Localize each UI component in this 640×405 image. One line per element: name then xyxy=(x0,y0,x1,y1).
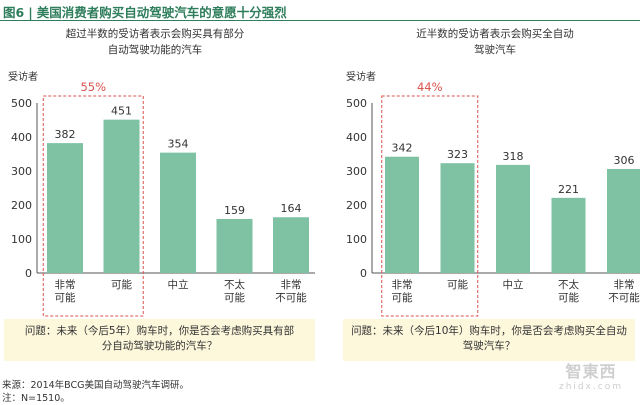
x-tick-label: 中立 xyxy=(168,278,189,291)
y-tick-label: 100 xyxy=(11,233,32,246)
x-tick-label: 可能 xyxy=(447,278,468,291)
y-tick-label: 200 xyxy=(346,199,367,212)
x-tick-label: 可能 xyxy=(55,291,76,304)
question-box-left: 问题：未来（今后5年）购车时，你是否会考虑购买具有部 分自动驾驶功能的汽车？ xyxy=(4,319,315,361)
x-tick-label: 非常 xyxy=(392,278,413,291)
x-tick-label: 中立 xyxy=(503,278,524,291)
highlight-box xyxy=(381,95,479,317)
bar-value-label: 306 xyxy=(614,154,635,167)
y-tick-label: 400 xyxy=(346,131,367,144)
bar-value-label: 318 xyxy=(503,150,524,163)
x-tick-label: 非常 xyxy=(55,278,76,291)
y-axis-label: 受访者 xyxy=(8,71,38,83)
x-tick-label: 不可能 xyxy=(275,291,307,304)
y-tick-label: 100 xyxy=(346,233,367,246)
question-box-right: 问题：未来（今后10年）购车时，你是否会考虑购买全自动 驾驶汽车？ xyxy=(343,319,635,361)
question-line: 问题：未来（今后10年）购车时，你是否会考虑购买全自动 xyxy=(351,325,627,337)
y-axis-label: 受访者 xyxy=(346,71,376,83)
bar xyxy=(216,218,253,273)
x-tick-label: 不太 xyxy=(558,278,579,291)
bar xyxy=(385,156,419,273)
bar xyxy=(273,217,309,273)
x-tick-label: 非常 xyxy=(614,278,635,291)
bar-value-label: 451 xyxy=(111,105,132,118)
bar-value-label: 354 xyxy=(168,138,189,151)
bar-value-label: 382 xyxy=(55,128,76,141)
y-tick-label: 0 xyxy=(360,267,367,280)
x-tick-label: 可能 xyxy=(111,278,132,291)
question-line: 分自动驾驶功能的汽车？ xyxy=(101,340,218,352)
question-line: 驾驶汽车？ xyxy=(462,340,516,352)
x-tick-label: 可能 xyxy=(558,291,579,304)
chart-title-line: 近半数的受访者表示会购买全自动 xyxy=(416,27,574,40)
bar xyxy=(160,152,196,273)
watermark-text: 智東西 xyxy=(565,362,617,381)
y-tick-label: 500 xyxy=(11,97,32,110)
bar-value-label: 164 xyxy=(281,202,302,215)
bar-value-label: 221 xyxy=(558,183,579,196)
title-separator: | xyxy=(28,5,33,20)
source-note: 来源：2014年BCG美国自动驾驶汽车调研。 xyxy=(2,380,190,391)
y-tick-label: 0 xyxy=(25,267,32,280)
figure-title-text: 美国消费者购买自动驾驶汽车的意愿十分强烈 xyxy=(36,5,287,20)
y-tick-label: 400 xyxy=(11,131,32,144)
x-tick-label: 可能 xyxy=(392,291,413,304)
question-line: 问题：未来（今后5年）购车时，你是否会考虑购买具有部 xyxy=(24,325,295,337)
highlight-percent-label: 44% xyxy=(417,80,443,94)
y-tick-label: 500 xyxy=(346,97,367,110)
x-tick-label: 不太 xyxy=(224,278,245,291)
highlight-percent-label: 55% xyxy=(80,80,106,94)
x-tick-label: 可能 xyxy=(224,291,245,304)
bar xyxy=(47,143,83,273)
y-tick-label: 300 xyxy=(11,165,32,178)
watermark-url: zhidx.com xyxy=(558,382,624,392)
watermark-logo: 智東西 zhidx.com xyxy=(552,358,630,398)
chart-title-line: 超过半数的受访者表示会购买具有部分 xyxy=(66,27,245,40)
y-tick-label: 300 xyxy=(346,165,367,178)
bar xyxy=(103,119,140,273)
sample-size-note: 注：N=1510。 xyxy=(2,393,70,404)
bar xyxy=(607,168,640,273)
bar xyxy=(496,164,530,273)
figure-label: 图6 xyxy=(3,5,25,20)
title-divider xyxy=(0,20,640,21)
x-tick-label: 非常 xyxy=(281,278,302,291)
y-tick-label: 200 xyxy=(11,199,32,212)
highlight-box xyxy=(42,95,144,317)
bar-value-label: 342 xyxy=(392,142,413,155)
figure-title: 图6 | 美国消费者购买自动驾驶汽车的意愿十分强烈 xyxy=(3,2,287,21)
bar xyxy=(440,163,475,273)
chart-title-line: 驾驶汽车 xyxy=(474,43,516,56)
chart-title-line: 自动驾驶功能的汽车 xyxy=(108,43,203,56)
x-tick-label: 不可能 xyxy=(608,291,640,304)
bar-value-label: 323 xyxy=(447,148,468,161)
bar-value-label: 159 xyxy=(224,204,245,217)
bar xyxy=(551,197,586,273)
